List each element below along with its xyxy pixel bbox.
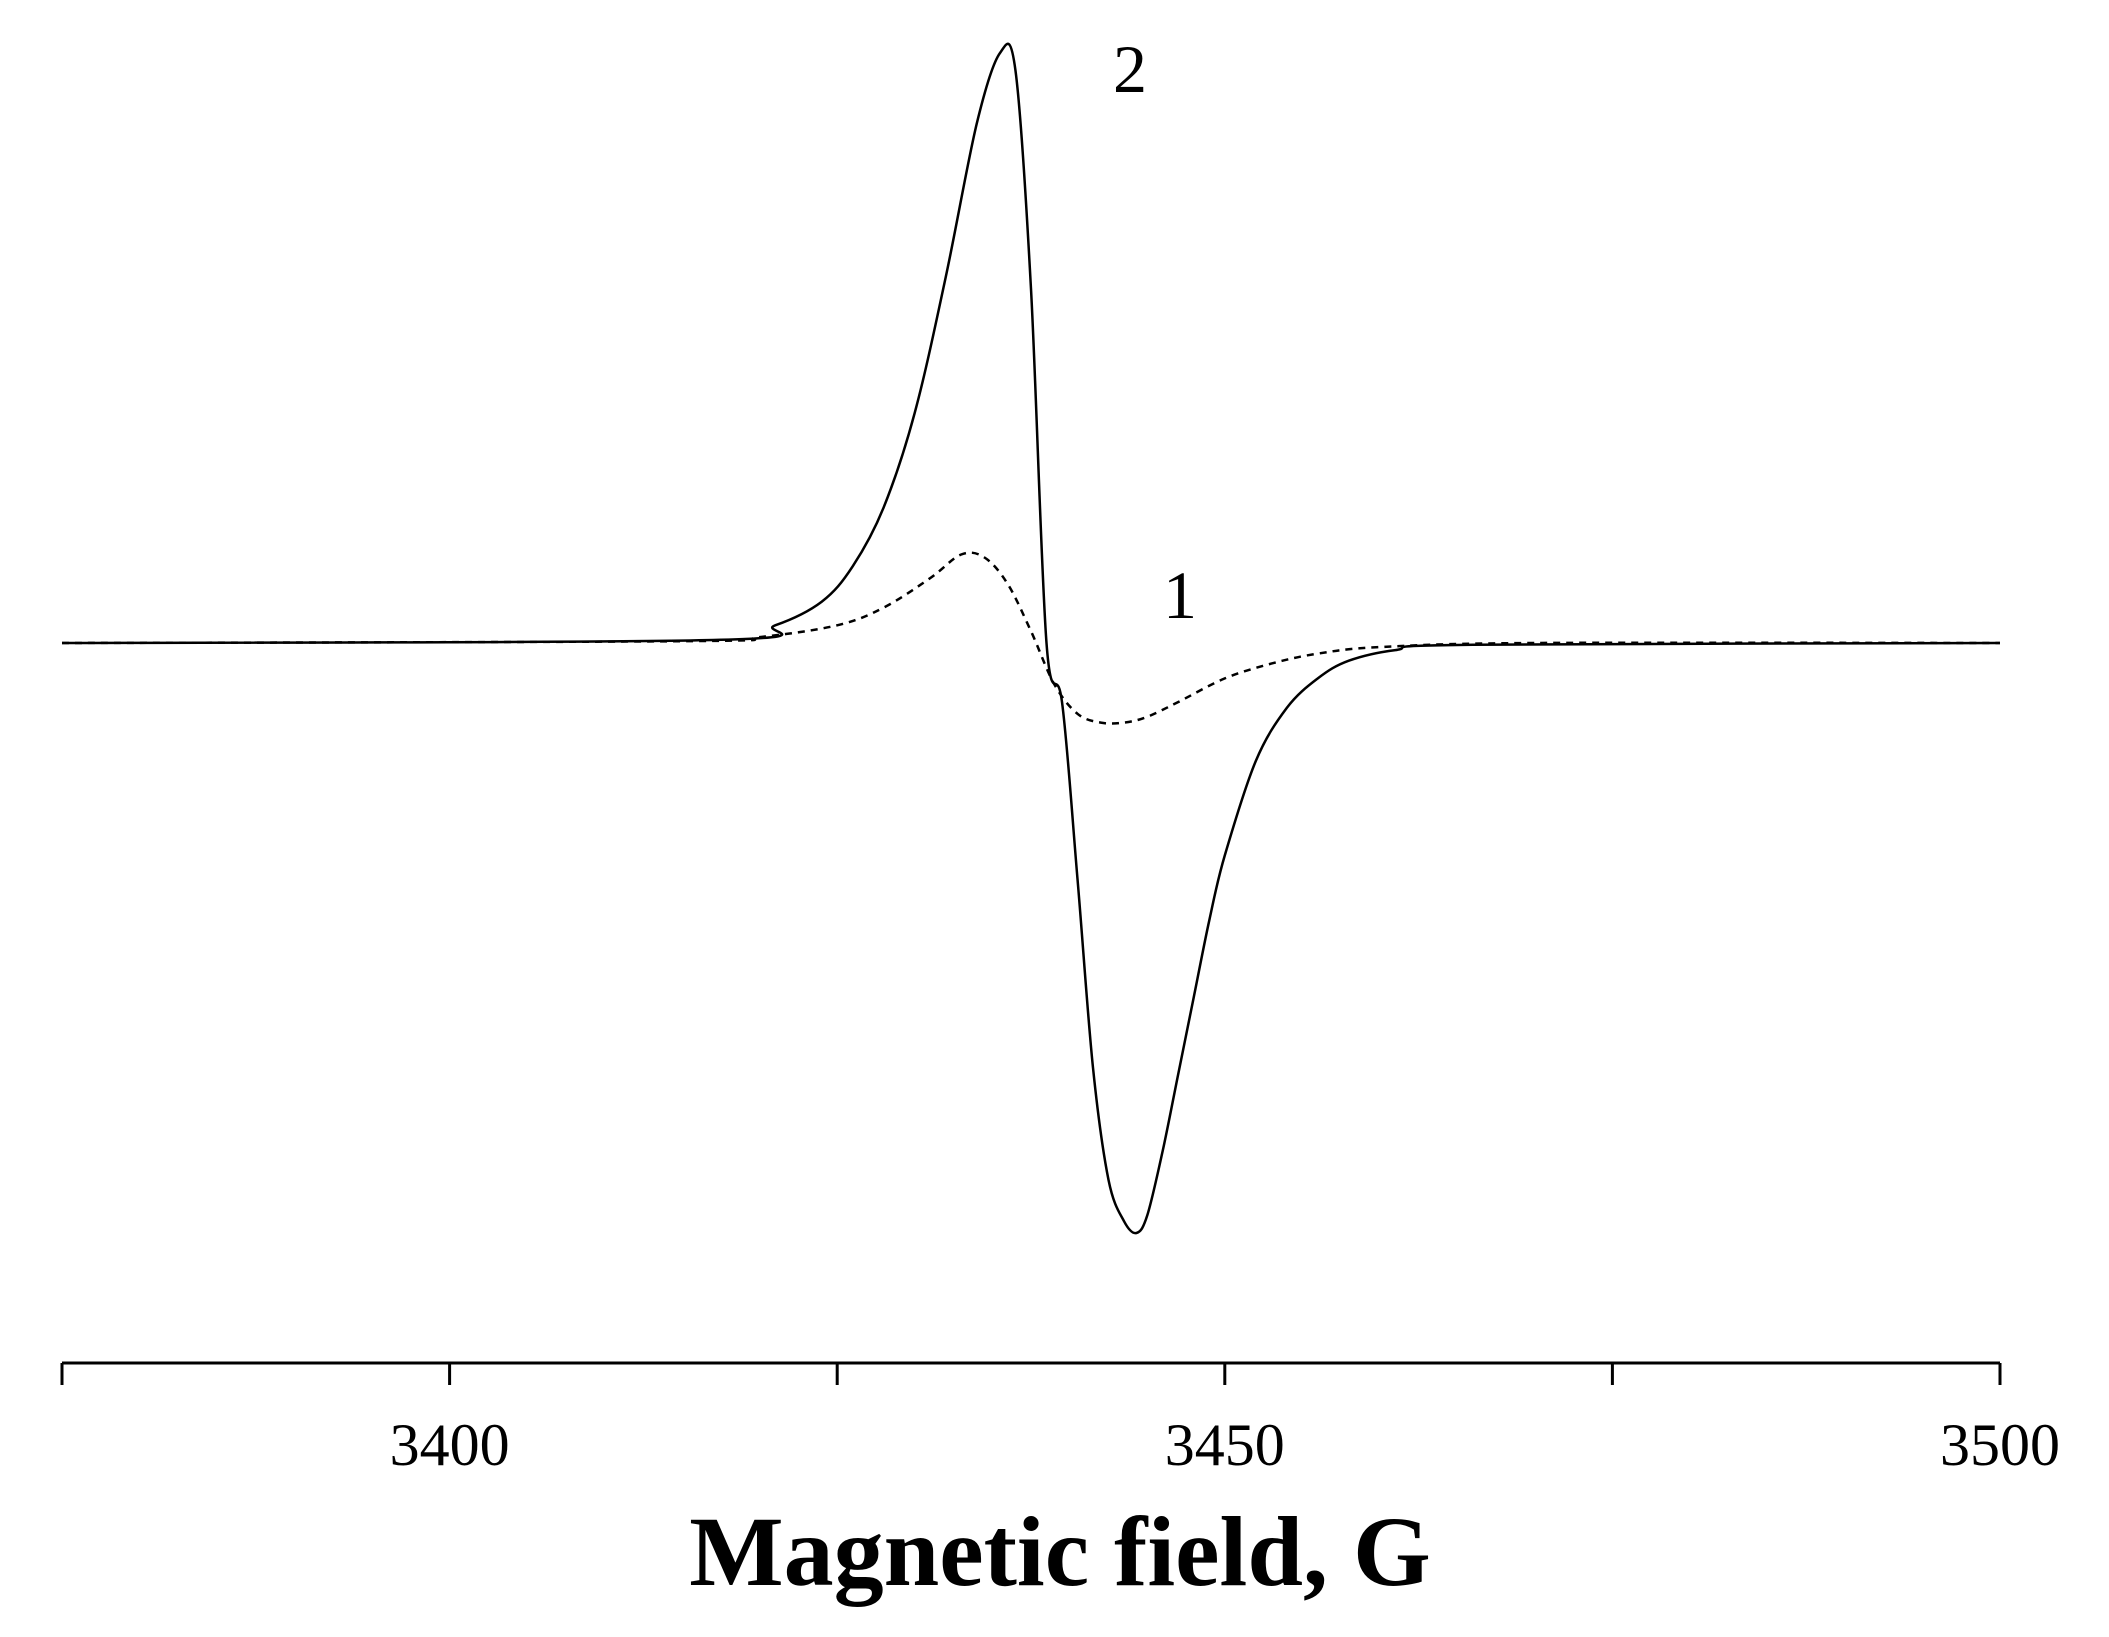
x-axis-tick-labels: 3400 3450 3500 — [390, 1412, 2060, 1478]
curve-labels: 21 — [1113, 31, 1197, 633]
x-axis: 3400 3450 3500 — [60, 1361, 2060, 1478]
x-tick-label-3400: 3400 — [390, 1412, 510, 1478]
x-axis-ticks — [60, 1363, 2002, 1385]
x-tick-label-3500: 3500 — [1940, 1412, 2060, 1478]
curve-label-2: 2 — [1113, 31, 1147, 107]
x-tick-label-3450: 3450 — [1165, 1412, 1285, 1478]
curve-label-1: 1 — [1163, 557, 1197, 633]
series-line-2 — [61, 42, 2001, 1235]
series-line-1 — [61, 551, 2001, 725]
x-axis-title: Magnetic field, G — [689, 1496, 1431, 1607]
plot-area — [61, 42, 2001, 1235]
